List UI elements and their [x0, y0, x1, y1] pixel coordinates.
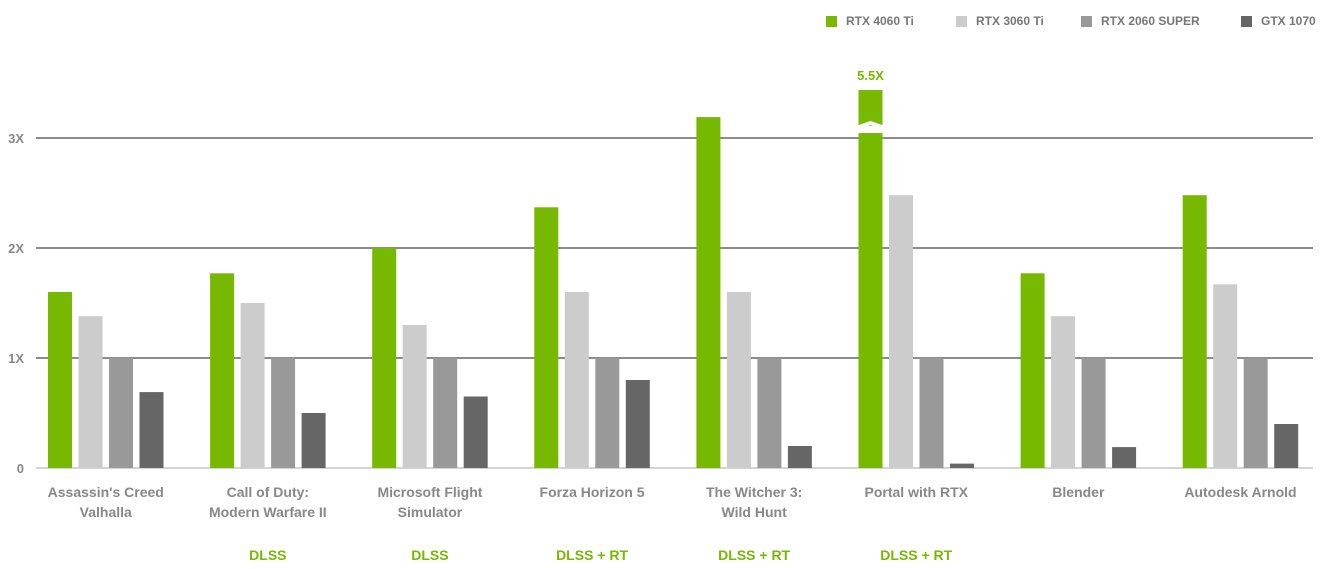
y-tick-label: 2X — [8, 241, 24, 256]
bar — [1081, 358, 1106, 468]
x-tick-label: Call of Duty: — [227, 484, 309, 500]
bar — [78, 316, 103, 468]
bar — [271, 358, 296, 468]
bar — [757, 358, 782, 468]
x-tick-label: Portal with RTX — [865, 484, 969, 500]
bar — [402, 325, 427, 468]
bar — [1112, 447, 1137, 468]
y-tick-label: 3X — [8, 131, 24, 146]
bar — [433, 358, 458, 468]
legend-item: GTX 1070 — [1241, 14, 1330, 28]
x-tick-label: Forza Horizon 5 — [540, 484, 645, 500]
x-tick-label: Autodesk Arnold — [1184, 484, 1296, 500]
tech-tag-label: DLSS + RT — [880, 547, 952, 563]
bar — [1051, 316, 1076, 468]
legend-item: RTX 2060 SUPER — [1081, 14, 1241, 28]
bar — [564, 292, 589, 468]
data-label: 5.5X — [857, 68, 884, 83]
bar — [210, 273, 235, 468]
x-tick-label: Blender — [1052, 484, 1105, 500]
bar — [301, 413, 326, 468]
bar — [109, 358, 133, 468]
bar — [139, 392, 164, 468]
bar — [595, 358, 620, 468]
x-tick-label: Assassin's Creed — [48, 484, 164, 500]
tech-tag-label: DLSS + RT — [718, 547, 790, 563]
bar — [534, 207, 559, 469]
bar — [1020, 273, 1045, 468]
bar — [625, 380, 650, 468]
bar — [463, 396, 488, 468]
x-tick-label: Wild Hunt — [722, 504, 788, 520]
legend-swatch — [826, 15, 837, 27]
bar — [1274, 424, 1299, 468]
tech-tag-label: DLSS — [249, 547, 286, 563]
bar — [1213, 284, 1238, 468]
bar — [1182, 195, 1207, 468]
legend-label: RTX 3060 Ti — [976, 14, 1044, 28]
x-tick-label: Microsoft Flight — [377, 484, 482, 500]
chart-legend: RTX 4060 Ti RTX 3060 Ti RTX 2060 SUPER GTX … — [826, 14, 1330, 28]
legend-swatch — [1081, 15, 1092, 27]
bar — [726, 292, 751, 468]
bar — [950, 463, 974, 468]
legend-label: RTX 2060 SUPER — [1101, 14, 1200, 28]
x-tick-label: Modern Warfare II — [209, 504, 327, 520]
legend-item: RTX 3060 Ti — [956, 14, 1081, 28]
bar — [787, 446, 812, 468]
x-tick-label: Simulator — [398, 504, 463, 520]
bar-broken — [855, 90, 886, 468]
y-tick-label: 1X — [8, 351, 24, 366]
bar — [240, 303, 265, 468]
bar — [919, 358, 944, 468]
legend-swatch — [1241, 15, 1252, 27]
y-tick-label: 0 — [17, 461, 24, 476]
x-tick-label: The Witcher 3: — [706, 484, 802, 500]
legend-label: GTX 1070 — [1261, 14, 1316, 28]
bar — [889, 195, 913, 468]
legend-label: RTX 4060 Ti — [846, 14, 914, 28]
legend-swatch — [956, 15, 967, 27]
tech-tag-label: DLSS + RT — [556, 547, 628, 563]
bar — [372, 248, 397, 468]
tech-tag-label: DLSS — [411, 547, 448, 563]
bar — [696, 117, 721, 468]
x-tick-label: Valhalla — [80, 504, 132, 520]
bar — [1243, 358, 1268, 468]
legend-item: RTX 4060 Ti — [826, 14, 956, 28]
bar — [48, 292, 72, 468]
